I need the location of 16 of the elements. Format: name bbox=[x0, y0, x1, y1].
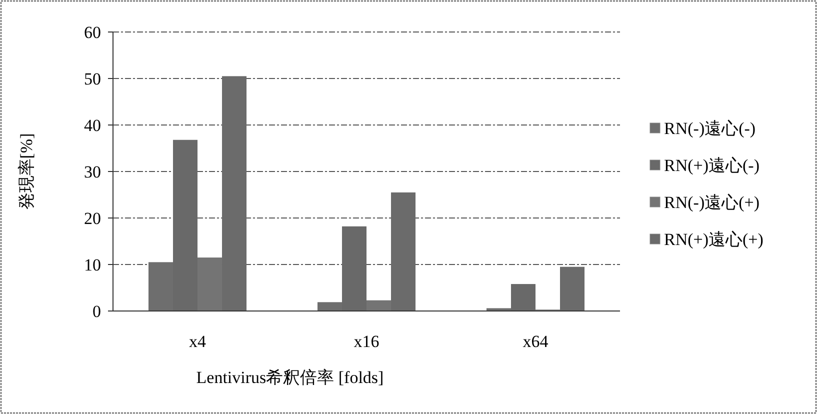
y-tick-label: 20 bbox=[84, 209, 101, 228]
x-tick-label: x4 bbox=[189, 332, 206, 351]
legend-label: RN(+)遠心(-) bbox=[664, 156, 760, 175]
y-tick-label: 30 bbox=[84, 162, 101, 182]
y-axis-title: 発現率[%] bbox=[17, 133, 36, 210]
legend-label: RN(+)遠心(+) bbox=[664, 230, 764, 249]
x-tick-label: x64 bbox=[522, 332, 549, 351]
y-tick-label: 10 bbox=[84, 256, 101, 274]
y-tick-label: 40 bbox=[84, 116, 101, 135]
x-axis-title: Lentivirus希釈倍率 [folds] bbox=[196, 368, 384, 387]
legend-label: RN(-)遠心(+) bbox=[664, 193, 760, 212]
y-tick-label: 50 bbox=[84, 70, 101, 88]
y-tick-label: 60 bbox=[84, 23, 101, 42]
y-tick-label: 0 bbox=[92, 302, 101, 321]
x-tick-label: x16 bbox=[354, 332, 380, 351]
legend-label: RN(-)遠心(-) bbox=[664, 119, 756, 138]
